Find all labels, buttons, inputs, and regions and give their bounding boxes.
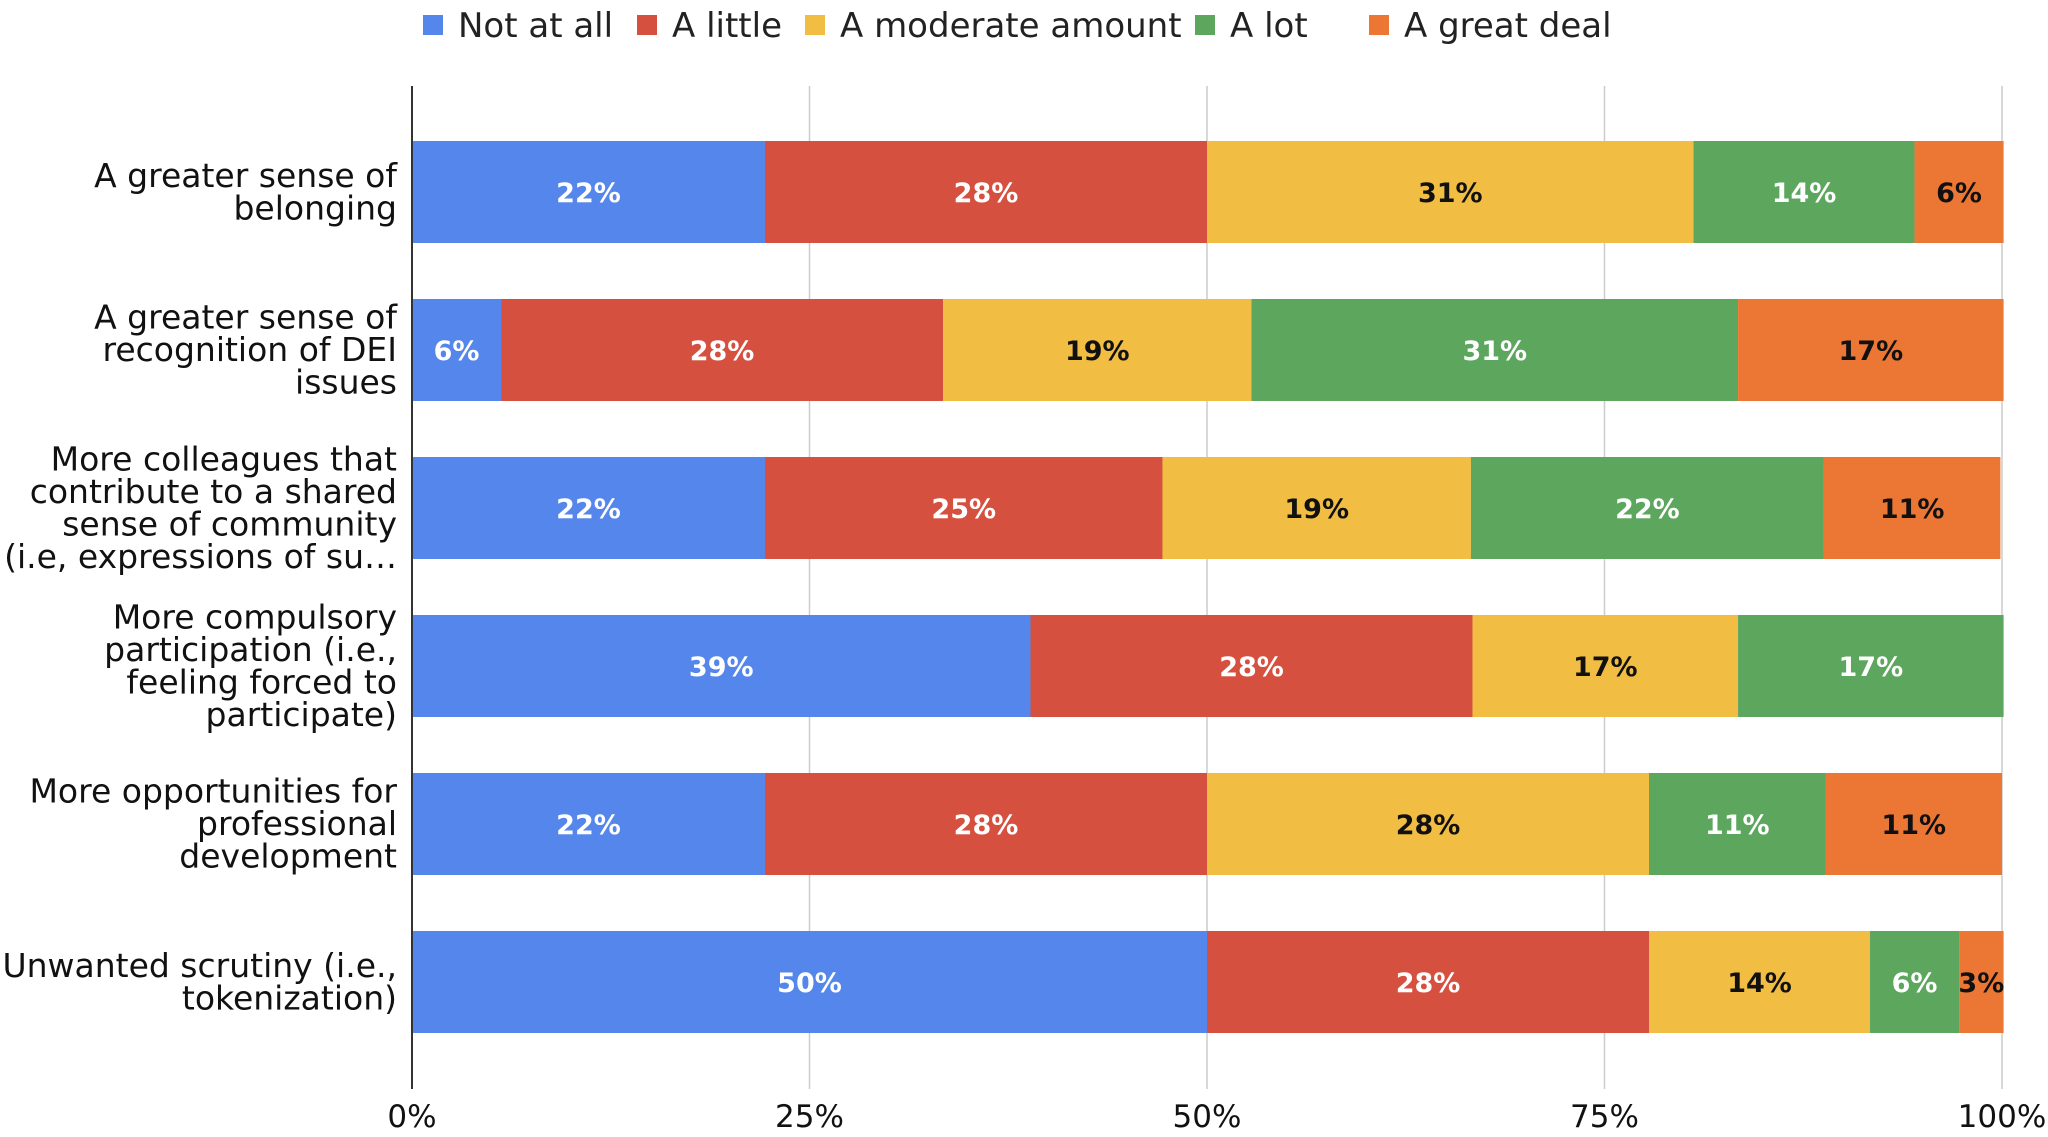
data-label: 11% bbox=[1705, 810, 1770, 841]
data-label: 28% bbox=[954, 810, 1019, 841]
legend-label: A lot bbox=[1230, 6, 1308, 46]
x-tick-label: 75% bbox=[1570, 1099, 1639, 1135]
bar-segment bbox=[1207, 141, 1694, 243]
data-label: 22% bbox=[556, 810, 621, 841]
data-label: 19% bbox=[1065, 336, 1130, 367]
legend-swatch bbox=[1369, 15, 1389, 35]
data-label: 6% bbox=[434, 336, 480, 367]
category-label: Unwanted scrutiny (i.e., bbox=[2, 946, 397, 985]
data-label: 28% bbox=[1396, 810, 1461, 841]
bar-segment bbox=[1870, 931, 1960, 1033]
bar-segment bbox=[412, 615, 1031, 717]
data-label: 31% bbox=[1462, 336, 1527, 367]
data-label: 22% bbox=[556, 178, 621, 209]
category-label: professional bbox=[197, 804, 397, 843]
data-label: 28% bbox=[1396, 968, 1461, 999]
category-label: development bbox=[179, 837, 397, 876]
legend-label: A great deal bbox=[1404, 6, 1612, 46]
legend-label: A little bbox=[672, 6, 782, 46]
data-label: 28% bbox=[1219, 652, 1284, 683]
category-label: (i.e, expressions of su… bbox=[4, 537, 397, 576]
bar-segment bbox=[1823, 457, 2001, 559]
data-label: 31% bbox=[1418, 178, 1483, 209]
category-label: participation (i.e., bbox=[104, 630, 397, 669]
bar-segment bbox=[764, 773, 1207, 875]
bar-segment bbox=[1959, 931, 2004, 1033]
data-label: 19% bbox=[1284, 494, 1349, 525]
data-label: 6% bbox=[1936, 178, 1982, 209]
category-label: More colleagues that bbox=[51, 439, 397, 478]
bar-segment bbox=[1738, 615, 2004, 717]
bar-segment bbox=[1251, 299, 1739, 401]
data-label: 14% bbox=[1727, 968, 1792, 999]
bar-segment bbox=[1470, 457, 1824, 559]
bar-segment bbox=[1162, 457, 1471, 559]
data-label: 39% bbox=[689, 652, 754, 683]
x-tick-label: 25% bbox=[775, 1099, 844, 1135]
bar-segment bbox=[412, 299, 502, 401]
bar-segment bbox=[1738, 299, 2004, 401]
bar-segment bbox=[764, 141, 1207, 243]
category-label: contribute to a shared bbox=[30, 472, 397, 511]
category-label: A greater sense of bbox=[94, 156, 398, 195]
legend-swatch bbox=[805, 15, 825, 35]
bar-segment bbox=[412, 931, 1207, 1033]
category-label: tokenization) bbox=[182, 978, 397, 1017]
bar-segment bbox=[1030, 615, 1473, 717]
bar-segment bbox=[1693, 141, 1915, 243]
data-label: 14% bbox=[1772, 178, 1837, 209]
data-label: 50% bbox=[777, 968, 842, 999]
data-label: 28% bbox=[954, 178, 1019, 209]
bar-segment bbox=[1649, 773, 1826, 875]
legend-label: Not at all bbox=[458, 6, 613, 46]
category-label: More compulsory bbox=[113, 597, 397, 636]
category-label: belonging bbox=[233, 188, 397, 227]
data-label: 22% bbox=[1615, 494, 1680, 525]
bar-segment bbox=[412, 457, 765, 559]
legend-label: A moderate amount bbox=[840, 6, 1182, 46]
bar-segment bbox=[764, 457, 1163, 559]
category-label: More opportunities for bbox=[29, 772, 397, 811]
data-label: 17% bbox=[1839, 652, 1904, 683]
category-label: issues bbox=[295, 363, 397, 402]
data-label: 28% bbox=[690, 336, 755, 367]
category-label: participate) bbox=[206, 695, 397, 734]
bar-segment bbox=[412, 773, 765, 875]
x-tick-label: 100% bbox=[1958, 1099, 2047, 1135]
data-label: 17% bbox=[1839, 336, 1904, 367]
category-label: recognition of DEI bbox=[102, 330, 397, 369]
data-label: 11% bbox=[1881, 810, 1946, 841]
bar-segment bbox=[412, 141, 765, 243]
data-label: 3% bbox=[1958, 968, 2004, 999]
data-label: 25% bbox=[931, 494, 996, 525]
legend-swatch bbox=[1195, 15, 1215, 35]
bar-segment bbox=[501, 299, 944, 401]
bar-segment bbox=[1825, 773, 2002, 875]
bar-segment bbox=[1207, 773, 1650, 875]
data-label: 17% bbox=[1573, 652, 1638, 683]
legend-swatch bbox=[423, 15, 443, 35]
data-label: 22% bbox=[556, 494, 621, 525]
x-tick-label: 50% bbox=[1173, 1099, 1242, 1135]
category-label: sense of community bbox=[62, 504, 397, 543]
bar-segment bbox=[1649, 931, 1871, 1033]
bar-segment bbox=[943, 299, 1252, 401]
bar-segment bbox=[1914, 141, 2004, 243]
legend-swatch bbox=[637, 15, 657, 35]
bar-segment bbox=[1472, 615, 1739, 717]
x-tick-label: 0% bbox=[387, 1099, 436, 1135]
bar-segment bbox=[1207, 931, 1650, 1033]
data-label: 6% bbox=[1892, 968, 1938, 999]
data-label: 11% bbox=[1880, 494, 1945, 525]
category-label: A greater sense of bbox=[94, 298, 398, 337]
category-label: feeling forced to bbox=[126, 662, 397, 701]
